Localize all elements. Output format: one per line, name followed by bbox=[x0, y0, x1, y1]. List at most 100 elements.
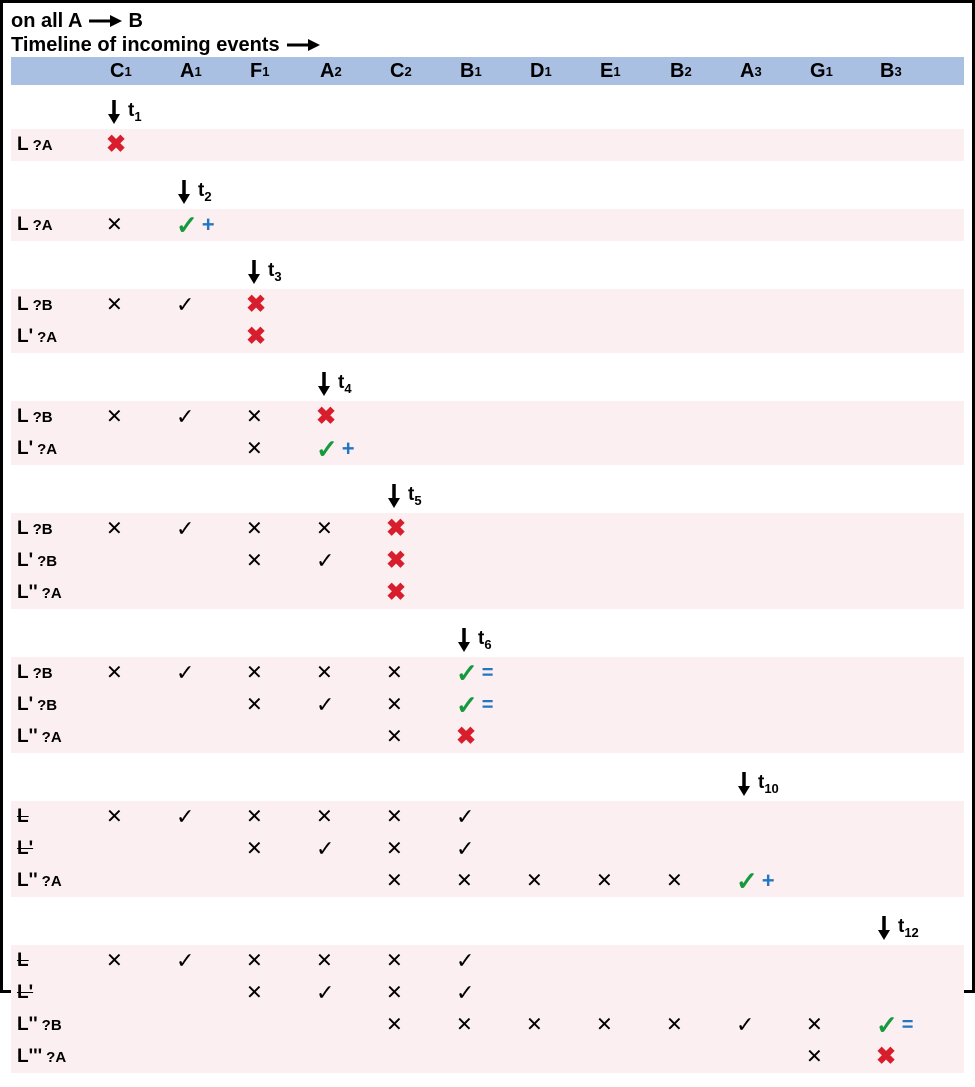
event-cell bbox=[526, 433, 596, 465]
event-cell bbox=[876, 689, 946, 721]
event-cell bbox=[176, 1009, 246, 1041]
event-cell bbox=[736, 577, 806, 609]
listener-row: L''?A✕✖ bbox=[11, 721, 964, 753]
event-cell: ✖ bbox=[106, 129, 176, 161]
event-cell: ✕ bbox=[246, 801, 316, 833]
event-cell: ✓ bbox=[456, 977, 526, 1009]
event-cell: ✖ bbox=[386, 577, 456, 609]
listener-row: L?B✕✓✕✖ bbox=[11, 401, 964, 433]
header-line-2: Timeline of incoming events bbox=[11, 33, 964, 57]
event-cell: ✕ bbox=[806, 1041, 876, 1073]
time-marker-row: t6 bbox=[11, 623, 964, 657]
listener-row: L?A✖ bbox=[11, 129, 964, 161]
down-arrow-icon bbox=[456, 627, 472, 653]
event-cell bbox=[596, 577, 666, 609]
timeline-table: C1A1F1A2C2B1D1E1B2A3G1B3t1L?A✖t2L?A✕✓+t3… bbox=[11, 57, 964, 1087]
listener-row: L''?B✕✕✕✕✕✓✕✓= bbox=[11, 1009, 964, 1041]
event-cell: ✓ bbox=[176, 657, 246, 689]
event-cell bbox=[666, 657, 736, 689]
event-cell: ✕ bbox=[666, 865, 736, 897]
event-cell bbox=[176, 545, 246, 577]
event-cell bbox=[456, 545, 526, 577]
event-cell bbox=[246, 209, 316, 241]
event-cell bbox=[736, 689, 806, 721]
event-cell: ✕ bbox=[246, 433, 316, 465]
listener-row: L'?B✕✓✖ bbox=[11, 545, 964, 577]
event-cell bbox=[666, 321, 736, 353]
event-cell: ✓= bbox=[456, 657, 526, 689]
time-marker-row: t10 bbox=[11, 767, 964, 801]
event-cell bbox=[526, 321, 596, 353]
event-cell bbox=[106, 321, 176, 353]
event-cell bbox=[316, 721, 386, 753]
event-cell bbox=[736, 1041, 806, 1073]
event-cell bbox=[596, 289, 666, 321]
event-cell bbox=[526, 401, 596, 433]
event-cell bbox=[666, 129, 736, 161]
event-cell bbox=[456, 577, 526, 609]
down-arrow-icon bbox=[876, 915, 892, 941]
event-cell bbox=[596, 129, 666, 161]
event-cell: ✕ bbox=[246, 545, 316, 577]
event-cell bbox=[666, 833, 736, 865]
event-cell bbox=[106, 977, 176, 1009]
event-cell bbox=[526, 657, 596, 689]
event-cell: ✕ bbox=[386, 657, 456, 689]
event-cell bbox=[176, 865, 246, 897]
event-cell bbox=[316, 321, 386, 353]
event-cell bbox=[596, 721, 666, 753]
event-cell: ✓ bbox=[456, 801, 526, 833]
row-label: L' bbox=[11, 833, 106, 865]
event-cell bbox=[876, 209, 946, 241]
event-cell bbox=[106, 545, 176, 577]
event-cell bbox=[806, 321, 876, 353]
event-cell bbox=[666, 433, 736, 465]
event-cell bbox=[876, 657, 946, 689]
col-header: B1 bbox=[456, 57, 526, 85]
event-cell: ✓+ bbox=[736, 865, 806, 897]
event-cell bbox=[526, 1041, 596, 1073]
row-label: L''?A bbox=[11, 577, 106, 609]
event-cell bbox=[876, 945, 946, 977]
event-cell bbox=[246, 1009, 316, 1041]
row-label: L?A bbox=[11, 209, 106, 241]
event-cell bbox=[596, 1041, 666, 1073]
event-cell bbox=[526, 577, 596, 609]
event-cell bbox=[596, 209, 666, 241]
event-cell bbox=[596, 657, 666, 689]
time-arrow: t1 bbox=[106, 95, 176, 129]
event-cell bbox=[176, 577, 246, 609]
event-cell bbox=[736, 209, 806, 241]
listener-row: L'✕✓✕✓ bbox=[11, 977, 964, 1009]
row-label: L' bbox=[11, 977, 106, 1009]
event-cell bbox=[526, 545, 596, 577]
event-cell bbox=[666, 289, 736, 321]
event-cell: ✓ bbox=[736, 1009, 806, 1041]
event-cell bbox=[526, 721, 596, 753]
event-cell bbox=[736, 129, 806, 161]
event-cell bbox=[316, 209, 386, 241]
event-cell: ✓= bbox=[456, 689, 526, 721]
event-cell bbox=[246, 129, 316, 161]
event-cell bbox=[316, 1009, 386, 1041]
event-cell bbox=[876, 577, 946, 609]
event-cell bbox=[456, 513, 526, 545]
event-cell bbox=[176, 689, 246, 721]
event-cell bbox=[596, 321, 666, 353]
event-cell bbox=[386, 209, 456, 241]
event-cell bbox=[106, 1041, 176, 1073]
event-cell bbox=[526, 833, 596, 865]
row-label: L''?A bbox=[11, 721, 106, 753]
event-cell bbox=[456, 1041, 526, 1073]
event-cell bbox=[806, 833, 876, 865]
event-cell bbox=[806, 801, 876, 833]
event-cell bbox=[456, 289, 526, 321]
row-label: L'''?A bbox=[11, 1041, 106, 1073]
listener-row: L?A✕✓+ bbox=[11, 209, 964, 241]
event-cell bbox=[456, 433, 526, 465]
event-cell bbox=[876, 801, 946, 833]
col-header: B3 bbox=[876, 57, 946, 85]
col-header: A2 bbox=[316, 57, 386, 85]
header1-post: B bbox=[128, 9, 142, 33]
time-marker-row: t3 bbox=[11, 255, 964, 289]
